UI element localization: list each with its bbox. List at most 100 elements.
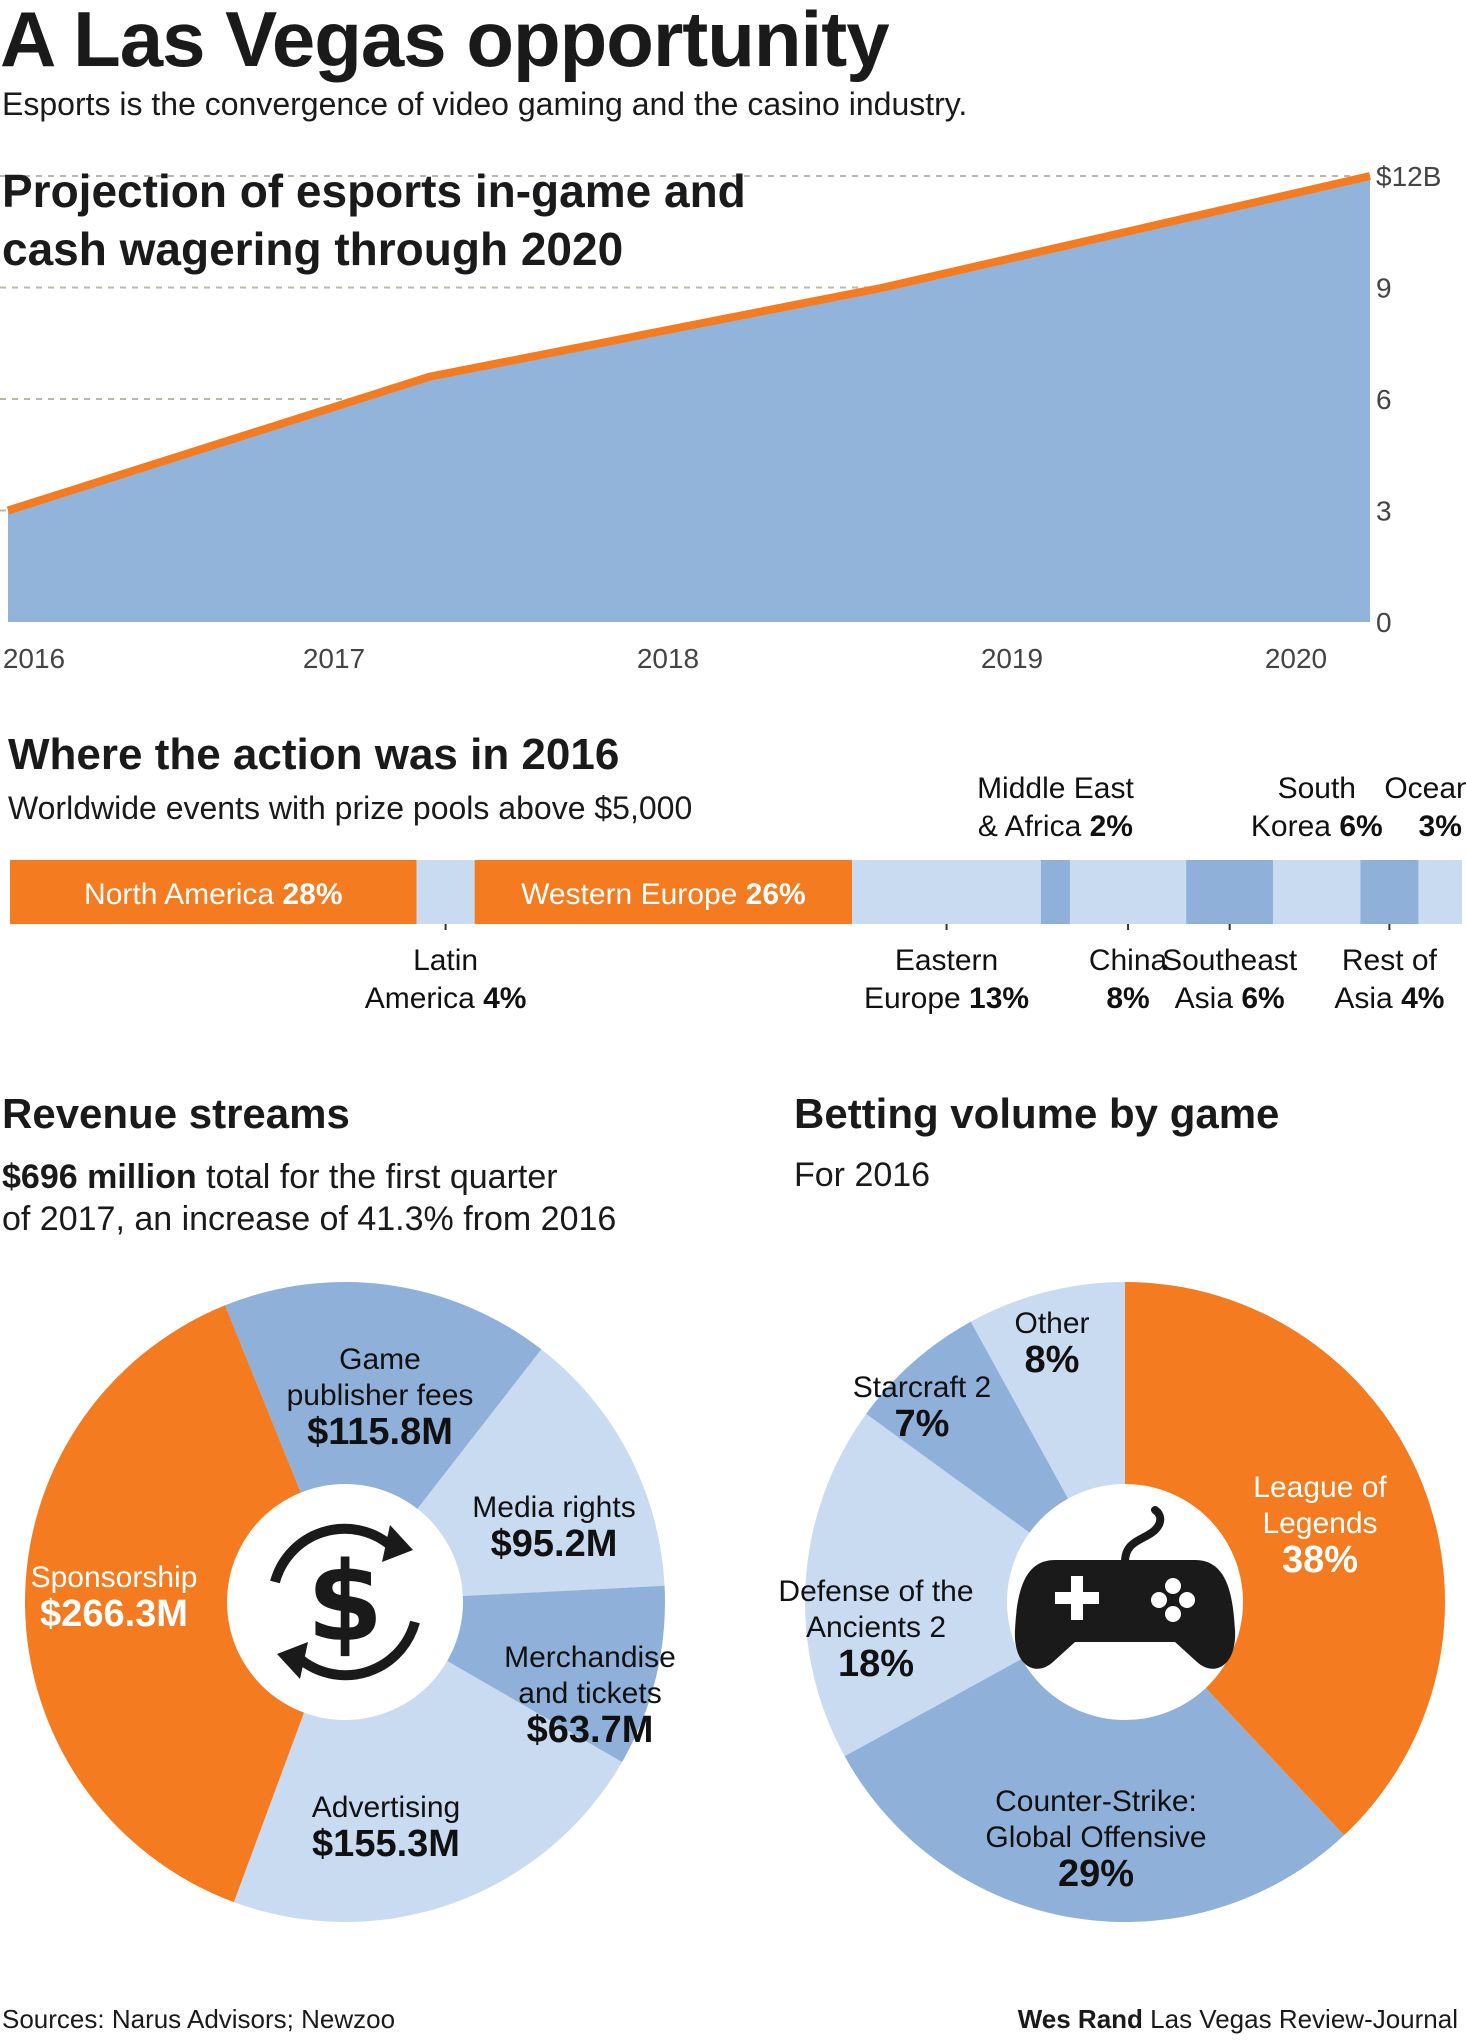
bar-label-value: 13% [969, 982, 1030, 1015]
pie-label-value: 18% [837, 1643, 915, 1685]
bar-label-middle-east-africa: Middle East & Africa 2% [945, 770, 1165, 846]
y-tick-label: 0 [1376, 607, 1392, 638]
regions-bar: North America 28% Western Europe 26% [10, 860, 1462, 930]
x-tick-label: 2016 [3, 643, 65, 674]
sources: Sources: Narus Advisors; Newzoo [2, 2004, 396, 2034]
bar-label-value: 4% [1401, 982, 1445, 1015]
pie-label-text: Starcraft 2 [852, 1371, 992, 1404]
pie-label-advertising: Advertising $155.3M [256, 1790, 516, 1865]
bar-label-text: South [1277, 772, 1356, 805]
y-tick-label: $12B [1376, 161, 1441, 192]
pie-label-text: Defense of the [778, 1575, 974, 1608]
bar-label-oceania: Oceania 3% [1330, 770, 1466, 846]
pie-label-merchandise-and-tickets: Merchandise and tickets $63.7M [460, 1640, 720, 1749]
gamepad-icon [1014, 1506, 1236, 1669]
bar-label-text: & Africa 2% [977, 810, 1133, 843]
pie-label-value: 8% [1024, 1339, 1080, 1381]
bar-label-value: 6% [1339, 810, 1383, 843]
revenue-total: $696 million [2, 1158, 197, 1196]
pie-label-game-publisher-fees: Game publisher fees $115.8M [250, 1342, 510, 1453]
pie-label-league-of-legends: League of Legends 38% [1190, 1470, 1450, 1581]
page-title: A Las Vegas opportunity [0, 0, 890, 83]
bar-label-text: Oceania [1384, 772, 1466, 805]
pie-label-media-rights: Media rights $95.2M [424, 1490, 684, 1565]
bar-label-text: Asia 6% [1174, 982, 1285, 1015]
page-subtitle: Esports is the convergence of video gami… [2, 86, 968, 122]
projection-title: Projection of esports in-game and cash w… [2, 162, 802, 278]
x-tick-label: 2019 [981, 643, 1043, 674]
projection-title-line1: Projection of esports in-game and [2, 165, 746, 217]
bar-segment-eastern-europe [852, 860, 1041, 924]
bar-label-eastern-europe: Eastern Europe 13% [837, 942, 1057, 1018]
pie-label-starcraft-2: Starcraft 2 7% [792, 1370, 1052, 1443]
bar-label-text: 3% [1330, 808, 1466, 846]
bar-segment-south-korea [1273, 860, 1361, 924]
bar-label-china: China 8% [1018, 942, 1238, 1018]
pie-label-text: and tickets [518, 1677, 662, 1710]
y-tick-label: 6 [1376, 384, 1392, 415]
credit-name: Wes Rand [1017, 2004, 1143, 2034]
pie-label-text: Ancients 2 [805, 1611, 947, 1644]
pie-label-text: Sponsorship [30, 1561, 198, 1594]
pie-label-defense-of-the-ancients-2: Defense of the Ancients 2 18% [746, 1574, 1006, 1685]
pie-label-value: $115.8M [307, 1411, 453, 1453]
pie-label-counter-strike-global-offensive: Counter-Strike: Global Offensive 29% [966, 1784, 1226, 1895]
pie-slice-sponsorship [24, 1305, 346, 1903]
bar-label-north-america: North America 28% [84, 878, 342, 911]
revenue-subtitle: $696 million total for the first quarter… [2, 1156, 616, 1240]
bar-segment-middle-east-africa [1040, 860, 1070, 924]
bar-segment-rest-of-asia [1360, 860, 1419, 924]
bar-label-value: 6% [1241, 982, 1285, 1015]
bar-segment-china [1069, 860, 1187, 924]
pie-label-sponsorship: Sponsorship $266.3M [0, 1560, 244, 1635]
bar-label-value: 8% [1106, 982, 1150, 1015]
bar-segment-southeast-asia [1186, 860, 1274, 924]
pie-label-text: Game [339, 1343, 421, 1376]
x-tick-label: 2017 [303, 643, 365, 674]
x-tick-label: 2020 [1265, 643, 1327, 674]
bar-label-southeast-asia: Southeast Asia 6% [1120, 942, 1340, 1018]
bar-label-text: Korea 6% [1250, 810, 1383, 843]
revenue-title: Revenue streams [2, 1090, 350, 1137]
pie-label-value: $266.3M [40, 1593, 188, 1635]
y-tick-label: 9 [1376, 273, 1392, 304]
pie-label-text: Advertising [311, 1791, 461, 1824]
betting-pie [804, 1282, 1446, 1922]
bar-segment-western-europe [474, 860, 853, 924]
pie-charts: $ [24, 1282, 1446, 1922]
bar-label-text: Rest of [1341, 944, 1437, 977]
credit-org: Las Vegas Review-Journal [1142, 2004, 1458, 2034]
pie-label-text: League of [1253, 1471, 1387, 1504]
pie-label-text: Counter-Strike: [995, 1785, 1197, 1818]
bar-segment-north-america [10, 860, 417, 924]
bar-label-text: Southeast [1162, 944, 1298, 977]
projection-chart: 0 3 6 9 $12B 2016 2017 2018 2019 2020 [0, 161, 1441, 674]
pie-label-text: Merchandise [504, 1641, 676, 1674]
betting-subtitle: For 2016 [794, 1156, 931, 1194]
revenue-sub-rest: total for the first quarter [196, 1158, 558, 1196]
regions-subtitle: Worldwide events with prize pools above … [8, 790, 693, 826]
pie-label-text: Other [1014, 1307, 1090, 1340]
pie-label-text: Global Offensive [985, 1821, 1207, 1854]
pie-slice-defense-of-the-ancients-2 [804, 1413, 1125, 1757]
pie-label-text: publisher fees [286, 1379, 474, 1412]
bar-label-value: 2% [1089, 810, 1133, 843]
betting-title: Betting volume by game [794, 1090, 1280, 1137]
pie-slice-game-publisher-fees [225, 1282, 542, 1602]
bar-label-text: Latin [413, 944, 479, 977]
regions-title: Where the action was in 2016 [8, 730, 620, 779]
bar-label-value: 3% [1418, 810, 1462, 843]
bar-segment-oceania [1418, 860, 1462, 924]
pie-label-value: $95.2M [490, 1523, 618, 1565]
area-fill [8, 176, 1370, 622]
bar-label-western-europe: Western Europe 26% [521, 878, 806, 911]
pie-label-value: 38% [1281, 1539, 1359, 1581]
bar-label-south-korea: South Korea 6% [1207, 770, 1427, 846]
bar-label-rest-of-asia: Rest of Asia 4% [1279, 942, 1466, 1018]
svg-text:$: $ [307, 1538, 384, 1666]
bar-segment-latin-america [416, 860, 475, 924]
pie-label-value: $155.3M [312, 1823, 460, 1865]
pie-label-value: 29% [1057, 1853, 1135, 1895]
series-line [6, 172, 1371, 515]
y-tick-label: 3 [1376, 496, 1392, 527]
